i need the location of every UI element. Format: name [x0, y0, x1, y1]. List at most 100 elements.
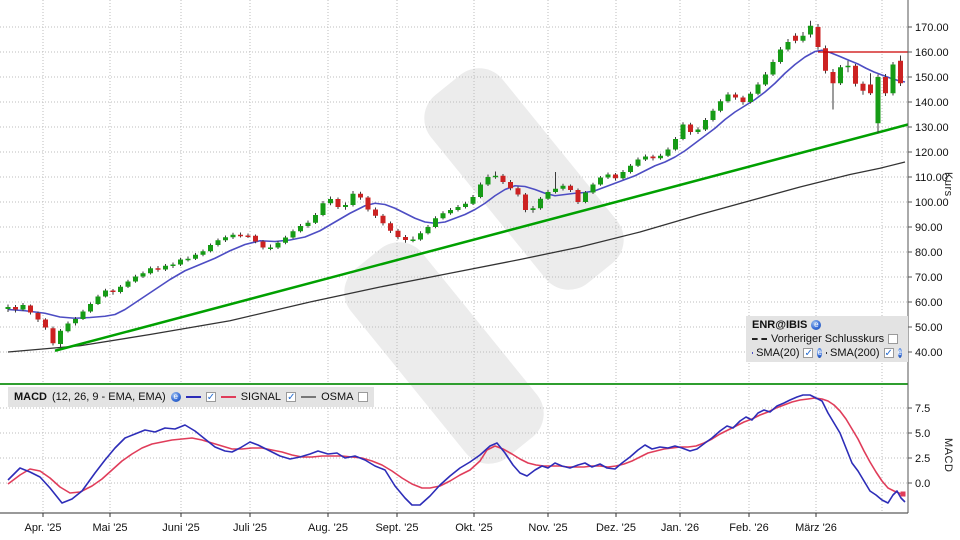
candle-body [830, 72, 836, 84]
candle-body [215, 240, 221, 245]
candle-body [410, 239, 416, 241]
macd-tick-label: 5.0 [915, 428, 930, 440]
candle-body [13, 307, 18, 310]
x-axis-month-label: Sept. '25 [375, 522, 418, 534]
candle-body [538, 198, 543, 209]
osma-line-sample [301, 396, 317, 398]
price-tick-label: 170.00 [915, 22, 949, 34]
macd-tick-label: 0.0 [915, 478, 930, 490]
candle-body [80, 311, 86, 319]
previous-close-checkbox[interactable] [888, 334, 899, 344]
signal-label: SIGNAL [240, 391, 282, 403]
sma20-line [7, 49, 906, 320]
candle-body [230, 234, 236, 238]
price-tick-label: 120.00 [915, 147, 949, 159]
candle-body [793, 35, 798, 41]
candle-body [868, 84, 873, 94]
previous-close-line-sample [752, 338, 767, 340]
candle-body [778, 49, 783, 62]
candle-body [613, 174, 618, 179]
candle-body [140, 273, 146, 277]
candle-body [125, 281, 131, 287]
signal-end-marker [900, 491, 906, 497]
candle-body [718, 101, 723, 111]
sma20-label: SMA(20) [756, 347, 800, 359]
candle-body [163, 265, 168, 270]
candle-body [740, 97, 746, 102]
candle-body [628, 165, 633, 172]
instrument-symbol: ENR@IBIS [752, 319, 808, 331]
candle-body [635, 159, 641, 166]
sma200-checkbox[interactable]: ✓ [883, 348, 894, 359]
signal-checkbox[interactable]: ✓ [286, 392, 297, 403]
sma20-checkbox[interactable]: ✓ [803, 348, 814, 359]
candle-body [268, 247, 273, 249]
candle-body [440, 213, 446, 219]
price-axis-title: Kurs [942, 172, 954, 197]
instrument-info-icon[interactable]: e [811, 320, 822, 330]
candle-body [598, 177, 603, 185]
price-tick-label: 50.00 [915, 322, 943, 334]
macd-line-sample [185, 396, 201, 398]
candle-body [448, 210, 453, 214]
candle-body [575, 190, 581, 202]
candle-body [853, 65, 858, 84]
x-axis-month-label: März '26 [795, 522, 837, 534]
sma200-info-icon[interactable]: e [897, 348, 902, 358]
candle-body [770, 62, 776, 75]
candle-body [88, 304, 93, 312]
sma200-label: SMA(200) [830, 347, 880, 359]
candle-body [898, 60, 903, 84]
price-tick-label: 80.00 [915, 247, 943, 259]
price-tick-label: 70.00 [915, 272, 943, 284]
candle-body [20, 305, 26, 310]
price-tick-label: 60.00 [915, 297, 943, 309]
price-tick-label: 90.00 [915, 222, 943, 234]
candle-body [133, 276, 138, 282]
macd-info-icon[interactable]: e [170, 392, 181, 402]
candle-body [695, 129, 701, 132]
candle-body [733, 94, 738, 98]
macd-legend: MACD (12, 26, 9 - EMA, EMA) e ✓ SIGNAL ✓… [8, 387, 375, 407]
macd-checkbox[interactable]: ✓ [205, 392, 216, 403]
candle-body [365, 197, 371, 210]
candle-body [118, 286, 123, 292]
x-axis-month-label: Dez. '25 [596, 522, 636, 534]
candle-body [395, 230, 401, 237]
candle-body [73, 319, 78, 324]
x-axis-month-label: Feb. '26 [729, 522, 768, 534]
candle-body [470, 197, 476, 204]
candle-body [673, 139, 678, 150]
candle-body [493, 175, 498, 178]
candle-body [845, 65, 851, 68]
x-axis-month-label: Mai '25 [92, 522, 127, 534]
price-tick-label: 40.00 [915, 347, 943, 359]
candle-body [328, 199, 333, 204]
candle-body [50, 328, 56, 344]
candle-body [155, 268, 161, 270]
candle-body [860, 83, 866, 91]
candle-body [755, 84, 761, 94]
price-tick-label: 110.00 [915, 172, 948, 184]
x-axis-month-label: Aug. '25 [308, 522, 348, 534]
sma20-info-icon[interactable]: e [817, 348, 822, 358]
signal-line [7, 397, 906, 497]
osma-label: OSMA [321, 391, 354, 403]
candle-body [478, 184, 483, 197]
price-tick-label: 140.00 [915, 97, 949, 109]
price-tick-label: 100.00 [915, 197, 949, 209]
candle-body [710, 110, 716, 120]
candle-body [388, 223, 393, 231]
candle-body [358, 193, 363, 198]
candle-body [193, 254, 198, 259]
osma-checkbox[interactable] [358, 392, 369, 402]
main-chart-legend: ENR@IBIS e Vorheriger Schlusskurs SMA(20… [746, 316, 908, 362]
x-axis-month-label: Nov. '25 [528, 522, 567, 534]
candle-body [785, 42, 791, 50]
candle-body [800, 35, 806, 41]
candle-body [245, 235, 251, 237]
candle-body [305, 222, 311, 226]
x-axis-month-label: Okt. '25 [455, 522, 493, 534]
